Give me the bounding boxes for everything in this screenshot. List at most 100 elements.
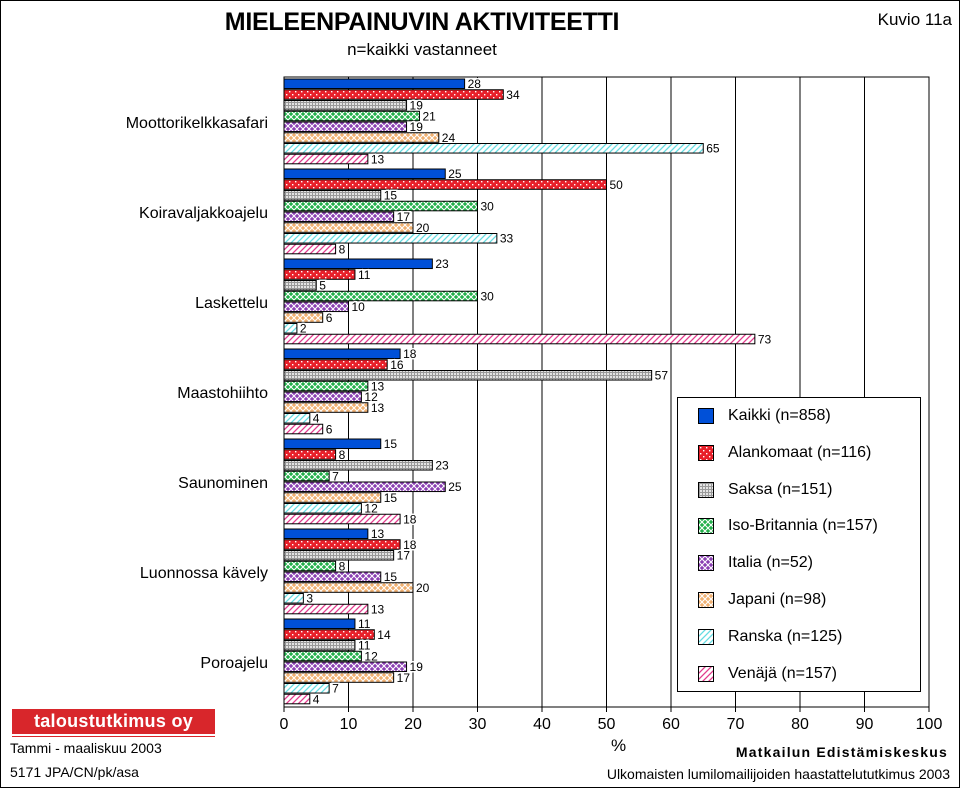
bar [283, 153, 369, 165]
bar [283, 528, 369, 540]
x-tick-label: 60 [662, 716, 680, 733]
legend-label: Italia (n=52) [728, 554, 813, 572]
legend-swatch [698, 592, 714, 608]
legend-swatch [698, 408, 714, 424]
data-label: 24 [442, 131, 456, 145]
bar [283, 78, 466, 90]
data-label: 4 [313, 692, 320, 706]
bar [283, 470, 330, 482]
data-label: 73 [758, 332, 772, 346]
legend-item: Italia (n=52) [698, 553, 813, 573]
data-label: 19 [410, 99, 424, 113]
data-label: 19 [410, 660, 424, 674]
bar [283, 190, 382, 201]
data-label: 23 [435, 459, 449, 473]
bar [283, 222, 414, 233]
legend-item: Iso-Britannia (n=157) [698, 516, 878, 536]
bar [283, 132, 440, 143]
data-label: 6 [326, 311, 333, 325]
bar [283, 603, 369, 615]
data-label: 8 [339, 448, 346, 462]
data-label: 23 [435, 257, 449, 271]
data-label: 30 [481, 199, 495, 213]
legend-label: Japani (n=98) [728, 591, 827, 608]
data-label: 7 [332, 469, 339, 483]
bar [283, 280, 317, 291]
bar [283, 121, 408, 133]
x-axis-label: % [611, 736, 626, 755]
category-label: Luonnossa kävely [140, 565, 268, 582]
legend-item: Venäjä (n=157) [698, 664, 837, 684]
legend-item: Kaikki (n=858) [698, 406, 831, 426]
legend-swatch [698, 665, 714, 682]
category-label: Laskettelu [195, 295, 268, 312]
data-label: 13 [371, 527, 385, 541]
data-label: 18 [403, 538, 417, 552]
category-label: Koiravaljakkoajelu [139, 205, 268, 222]
data-label: 57 [655, 369, 669, 383]
bar [283, 650, 362, 662]
bar [283, 560, 337, 572]
bar [283, 481, 446, 493]
chart-subtitle: n=kaikki vastanneet [347, 40, 497, 59]
data-label: 13 [371, 379, 385, 393]
category-label: Poroajelu [200, 655, 268, 672]
bar [283, 348, 401, 360]
bar [283, 513, 401, 525]
bar [283, 168, 446, 180]
bar [283, 683, 330, 694]
data-label: 10 [352, 300, 366, 314]
bar [283, 110, 420, 122]
data-label: 50 [610, 178, 624, 192]
data-label: 12 [364, 390, 378, 404]
legend-label: Iso-Britannia (n=157) [728, 517, 878, 535]
footer-code: 5171 JPA/CN/pk/asa [10, 764, 139, 780]
data-label: 4 [313, 412, 320, 426]
bar [283, 301, 349, 313]
axes: 0 10 20 30 40 50 60 70 80 90 100% Moottorikelkkasaf… [126, 76, 942, 755]
data-label: 7 [332, 682, 339, 696]
legend-label: Kaikki (n=858) [728, 407, 831, 424]
legend-label: Saksa (n=151) [728, 480, 833, 498]
bar [283, 100, 408, 111]
bar [283, 449, 337, 460]
data-label: 15 [384, 437, 398, 451]
bar [283, 460, 433, 471]
x-tick-label: 70 [727, 716, 745, 733]
legend-item: Saksa (n=151) [698, 480, 833, 500]
data-label: 17 [397, 671, 411, 685]
bar [283, 323, 298, 334]
data-label: 6 [326, 422, 333, 436]
plot-area-border [283, 76, 930, 708]
data-label: 65 [706, 142, 720, 156]
x-tick-label: 0 [280, 716, 289, 733]
data-label: 20 [416, 581, 430, 595]
chart-title: MIELEENPAINUVIN AKTIVITEETTI [224, 8, 620, 36]
x-tick-label: 90 [856, 716, 874, 733]
bar [283, 233, 498, 244]
data-label: 16 [390, 358, 404, 372]
bar [283, 503, 362, 514]
x-tick-label: 80 [791, 716, 809, 733]
x-tick-label: 50 [598, 716, 616, 733]
bar [283, 380, 369, 392]
data-label: 20 [416, 221, 430, 235]
data-label: 28 [468, 77, 482, 91]
data-label: 8 [339, 559, 346, 573]
data-label: 11 [358, 639, 371, 653]
data-label: 33 [500, 232, 514, 246]
category-label: Saunominen [178, 475, 268, 492]
data-label: 25 [448, 167, 462, 181]
legend-swatch [698, 481, 714, 498]
data-label: 18 [403, 347, 417, 361]
legend-swatch [698, 628, 714, 645]
data-label: 12 [364, 649, 378, 663]
bar [283, 391, 362, 403]
x-tick-label: 20 [404, 716, 422, 733]
legend-item: Alankomaat (n=116) [698, 443, 871, 463]
category-label: Maastohiihto [177, 385, 268, 402]
legend: Kaikki (n=858) Alankomaat (n=116) Saksa (n… [677, 397, 921, 692]
legend-label: Ranska (n=125) [728, 627, 843, 645]
legend-label: Venäjä (n=157) [728, 664, 837, 682]
x-tick-label: 40 [533, 716, 551, 733]
